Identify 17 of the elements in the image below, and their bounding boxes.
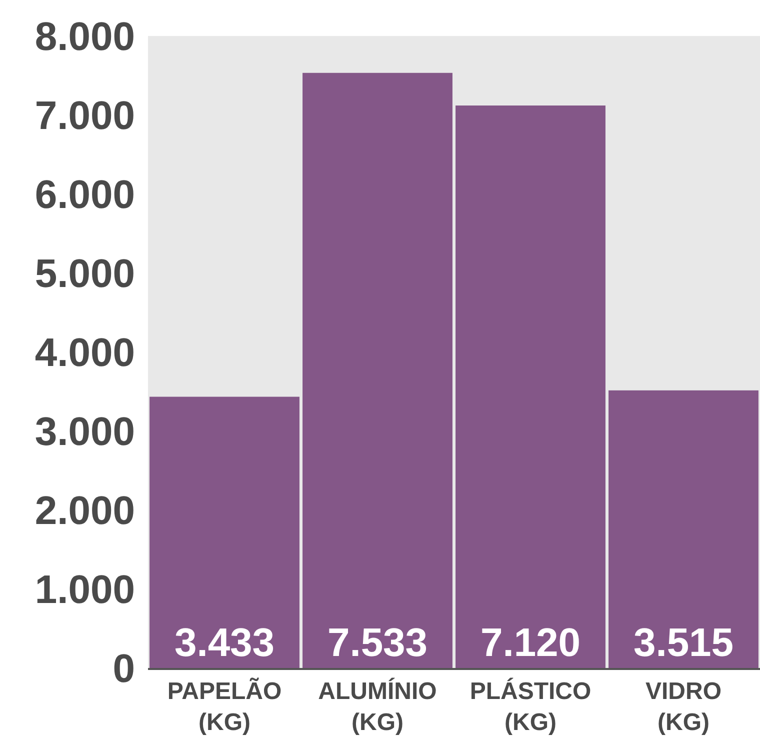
x-tick-label: VIDRO (KG): [645, 678, 722, 736]
data-label: 3.433: [174, 621, 275, 665]
y-tick-label: 6.000: [34, 173, 135, 217]
y-tick-label: 3.000: [34, 410, 135, 454]
y-tick-label: 2.000: [34, 489, 135, 533]
y-tick-label: 5.000: [34, 252, 135, 296]
y-tick-label: 0: [112, 647, 135, 691]
data-label: 3.515: [633, 621, 734, 665]
x-tick-label: PAPELÃO (KG): [167, 676, 282, 736]
y-tick-label: 4.000: [34, 331, 135, 375]
x-tick-label: PLÁSTICO (KG): [470, 676, 592, 736]
data-label: 7.120: [480, 621, 581, 665]
y-tick-label: 1.000: [34, 568, 135, 612]
x-tick-label: ALUMÍNIO (KG): [318, 676, 437, 736]
data-label: 7.533: [327, 621, 428, 665]
y-tick-label: 7.000: [34, 94, 135, 138]
y-tick-label: 8.000: [34, 15, 135, 59]
